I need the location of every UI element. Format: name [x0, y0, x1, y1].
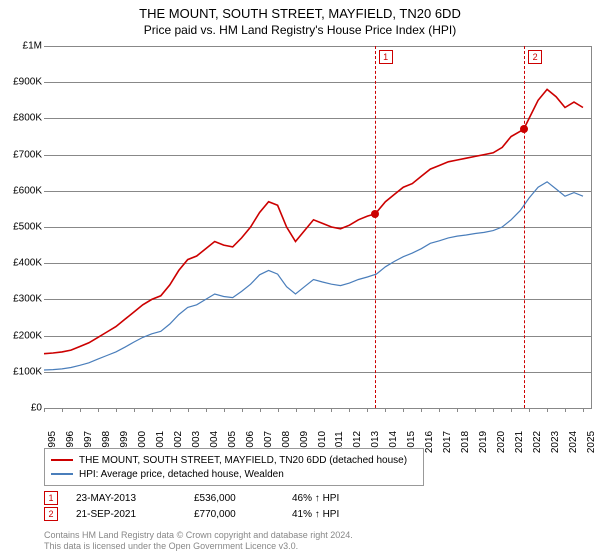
x-tick [62, 408, 63, 412]
x-tick-label: 2025 [586, 431, 597, 453]
legend-label: THE MOUNT, SOUTH STREET, MAYFIELD, TN20 … [79, 455, 407, 466]
x-tick [511, 408, 512, 412]
chart-container: THE MOUNT, SOUTH STREET, MAYFIELD, TN20 … [0, 0, 600, 560]
x-tick [296, 408, 297, 412]
transaction-price: £536,000 [194, 493, 274, 504]
legend-swatch [51, 473, 73, 475]
transaction-pct: 46% ↑ HPI [292, 493, 372, 504]
marker-number-box: 1 [379, 50, 393, 64]
footer-line: Contains HM Land Registry data © Crown c… [44, 530, 353, 541]
marker-vline [524, 46, 525, 408]
title-address: THE MOUNT, SOUTH STREET, MAYFIELD, TN20 … [0, 6, 600, 21]
x-tick [314, 408, 315, 412]
footer-attribution: Contains HM Land Registry data © Crown c… [44, 530, 353, 552]
y-tick-label: £900K [13, 77, 42, 88]
transaction-marker-icon: 2 [44, 507, 58, 521]
transaction-pct: 41% ↑ HPI [292, 509, 372, 520]
y-tick-label: £100K [13, 366, 42, 377]
y-tick-label: £600K [13, 185, 42, 196]
x-tick [44, 408, 45, 412]
transaction-date: 23-MAY-2013 [76, 493, 176, 504]
transaction-date: 21-SEP-2021 [76, 509, 176, 520]
x-tick-label: 2019 [478, 431, 489, 453]
legend-label: HPI: Average price, detached house, Weal… [79, 469, 284, 480]
x-tick [403, 408, 404, 412]
x-tick [224, 408, 225, 412]
y-tick-label: £1M [23, 41, 42, 52]
x-tick-label: 2017 [442, 431, 453, 453]
footer-line: This data is licensed under the Open Gov… [44, 541, 353, 552]
x-tick [565, 408, 566, 412]
x-tick [457, 408, 458, 412]
title-subtitle: Price paid vs. HM Land Registry's House … [0, 23, 600, 37]
series-line [44, 182, 583, 370]
x-tick [98, 408, 99, 412]
x-tick-label: 2021 [514, 431, 525, 453]
legend-swatch [51, 459, 73, 461]
x-tick [278, 408, 279, 412]
table-row: 1 23-MAY-2013 £536,000 46% ↑ HPI [44, 490, 372, 506]
x-tick [421, 408, 422, 412]
legend-row: HPI: Average price, detached house, Weal… [51, 467, 417, 481]
gridline [44, 408, 592, 409]
transaction-price: £770,000 [194, 509, 274, 520]
x-tick [367, 408, 368, 412]
series-line [44, 89, 583, 353]
x-tick [188, 408, 189, 412]
x-tick [134, 408, 135, 412]
price-point-dot [371, 210, 379, 218]
y-tick-label: £200K [13, 330, 42, 341]
x-tick-label: 2022 [532, 431, 543, 453]
x-tick [529, 408, 530, 412]
y-tick-label: £300K [13, 294, 42, 305]
marker-number-box: 2 [528, 50, 542, 64]
y-tick-label: £700K [13, 149, 42, 160]
legend-row: THE MOUNT, SOUTH STREET, MAYFIELD, TN20 … [51, 453, 417, 467]
x-tick [349, 408, 350, 412]
y-tick-label: £400K [13, 258, 42, 269]
x-tick [170, 408, 171, 412]
x-tick [547, 408, 548, 412]
x-tick-label: 2016 [424, 431, 435, 453]
x-tick [385, 408, 386, 412]
x-tick [583, 408, 584, 412]
y-tick-label: £500K [13, 222, 42, 233]
transaction-marker-icon: 1 [44, 491, 58, 505]
x-tick [439, 408, 440, 412]
table-row: 2 21-SEP-2021 £770,000 41% ↑ HPI [44, 506, 372, 522]
x-tick [493, 408, 494, 412]
title-block: THE MOUNT, SOUTH STREET, MAYFIELD, TN20 … [0, 0, 600, 37]
price-point-dot [520, 125, 528, 133]
x-tick [206, 408, 207, 412]
x-tick [152, 408, 153, 412]
x-tick [331, 408, 332, 412]
x-tick-label: 2020 [496, 431, 507, 453]
legend: THE MOUNT, SOUTH STREET, MAYFIELD, TN20 … [44, 448, 424, 486]
x-tick [242, 408, 243, 412]
x-tick [116, 408, 117, 412]
x-tick [260, 408, 261, 412]
x-tick [80, 408, 81, 412]
x-tick-label: 2024 [568, 431, 579, 453]
y-tick-label: £0 [31, 403, 42, 414]
x-tick-label: 2023 [550, 431, 561, 453]
x-tick [475, 408, 476, 412]
line-plot-svg [44, 46, 592, 408]
transactions-table: 1 23-MAY-2013 £536,000 46% ↑ HPI 2 21-SE… [44, 490, 372, 522]
y-tick-label: £800K [13, 113, 42, 124]
marker-vline [375, 46, 376, 408]
x-tick-label: 2018 [460, 431, 471, 453]
